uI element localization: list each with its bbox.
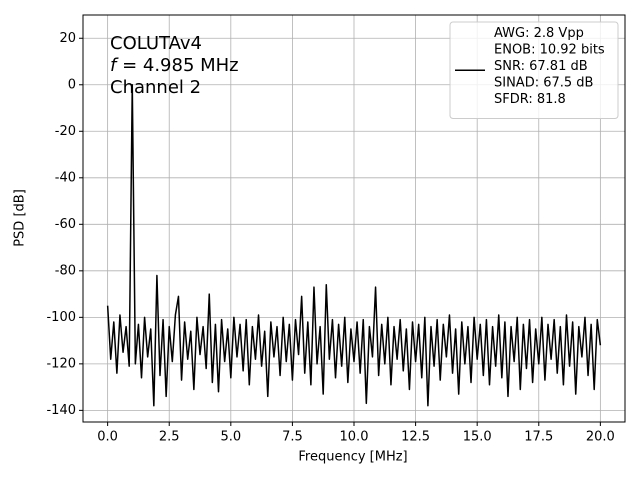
x-axis-label: Frequency [MHz] — [298, 450, 407, 465]
y-tick-label: -120 — [46, 356, 76, 371]
y-tick-label: -80 — [55, 263, 76, 278]
legend-label: AWG: 2.8 Vpp ENOB: 10.92 bits SNR: 67.81 d… — [494, 26, 605, 107]
x-tick-label: 7.5 — [282, 430, 303, 445]
y-tick-label: 0 — [68, 77, 76, 92]
y-tick-label: -60 — [55, 217, 76, 232]
legend-box — [449, 21, 619, 119]
x-tick-label: 0.0 — [97, 430, 118, 445]
x-tick-label: 12.5 — [401, 430, 430, 445]
x-tick-label: 10.0 — [340, 430, 369, 445]
axes-frame — [82, 14, 626, 423]
legend-line: SNR: 67.81 dB — [494, 59, 588, 74]
y-tick-label: -40 — [55, 170, 76, 185]
annotation: COLUTAv4 — [110, 33, 202, 54]
legend-line: ENOB: 10.92 bits — [494, 42, 605, 57]
y-axis-label: PSD [dB] — [13, 189, 28, 247]
psd-line — [106, 84, 602, 407]
legend-line: AWG: 2.8 Vpp — [494, 26, 584, 41]
legend-line: SFDR: 81.8 — [494, 92, 566, 107]
annotation-italic: f — [110, 55, 119, 76]
x-tick-label: 17.5 — [524, 430, 553, 445]
annotation-rest: = 4.985 MHz — [116, 55, 238, 76]
annotation: Channel 2 — [110, 77, 201, 98]
x-tick-label: 5.0 — [220, 430, 241, 445]
x-tick-label: 2.5 — [159, 430, 180, 445]
annotation: f = 4.985 MHz — [110, 55, 239, 76]
x-tick-label: 20.0 — [586, 430, 615, 445]
legend-line: SINAD: 67.5 dB — [494, 75, 593, 90]
y-tick-label: 20 — [59, 31, 76, 46]
y-tick-label: -100 — [46, 310, 76, 325]
x-tick-label: 15.0 — [463, 430, 492, 445]
y-tick-label: -20 — [55, 124, 76, 139]
y-tick-label: -140 — [46, 403, 76, 418]
